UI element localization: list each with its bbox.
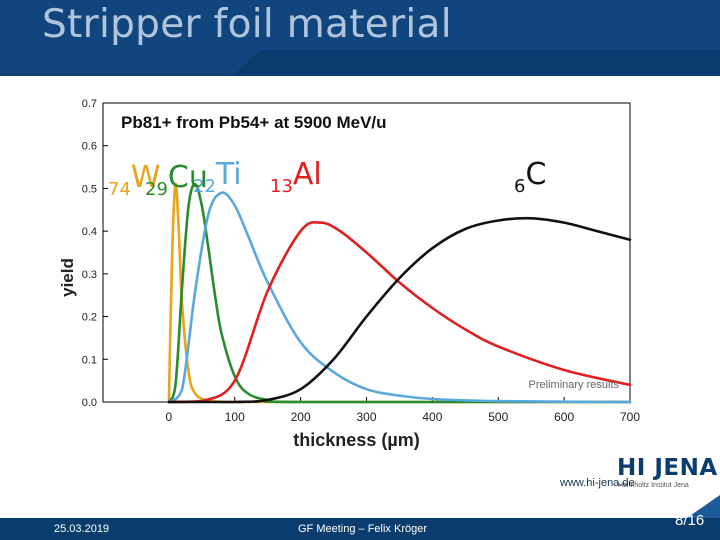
x-tick-label: 300 bbox=[356, 410, 376, 424]
element-z: 22 bbox=[193, 176, 216, 197]
y-tick-label: 0.7 bbox=[82, 98, 97, 110]
x-tick-label: 0 bbox=[166, 410, 173, 424]
element-label-ti: 22Ti bbox=[193, 157, 242, 197]
y-tick-label: 0.1 bbox=[82, 354, 97, 366]
header-accent bbox=[0, 0, 720, 76]
y-tick-label: 0.4 bbox=[82, 226, 97, 238]
element-label-al: 13Al bbox=[270, 157, 322, 197]
y-axis-label: yield bbox=[58, 258, 77, 297]
x-tick-label: 400 bbox=[422, 410, 442, 424]
element-symbol: W bbox=[130, 160, 161, 195]
series-line-22ti bbox=[167, 191, 632, 404]
website-url: www.hi-jena.de bbox=[560, 477, 635, 489]
x-tick-label: 500 bbox=[488, 410, 508, 424]
hi-jena-logo: HI JENA bbox=[617, 455, 718, 481]
x-tick-label: 600 bbox=[554, 410, 574, 424]
x-axis-label: thickness (µm) bbox=[293, 430, 419, 450]
x-tick-label: 700 bbox=[620, 410, 640, 424]
y-tick-label: 0.5 bbox=[82, 183, 97, 195]
hi-jena-logo-subtitle: Helmholtz Institut Jena bbox=[618, 482, 689, 489]
element-z: 13 bbox=[270, 176, 293, 197]
y-tick-label: 0.2 bbox=[82, 312, 97, 324]
slide-footer bbox=[0, 518, 720, 540]
element-symbol: Al bbox=[292, 157, 322, 192]
element-z: 6 bbox=[514, 176, 526, 197]
element-z: 74 bbox=[108, 179, 131, 200]
y-tick-label: 0.0 bbox=[82, 397, 97, 409]
annotation-preliminary: Preliminary results bbox=[529, 379, 620, 391]
page-number: 8/16 bbox=[675, 512, 705, 529]
slide-title: Stripper foil material bbox=[42, 2, 452, 47]
y-tick-label: 0.3 bbox=[82, 269, 97, 281]
chart-title: Pb81+ from Pb54+ at 5900 MeV/u bbox=[121, 113, 387, 132]
element-label-c: 6C bbox=[514, 157, 547, 197]
element-z: 29 bbox=[145, 179, 168, 200]
element-label-cu: 29Cu bbox=[145, 160, 208, 200]
series-line-6c bbox=[167, 216, 632, 404]
footer-meeting: GF Meeting – Felix Kröger bbox=[298, 523, 427, 535]
x-tick-label: 200 bbox=[291, 410, 311, 424]
footer-date: 25.03.2019 bbox=[54, 523, 110, 535]
element-symbol: Cu bbox=[167, 160, 208, 195]
element-symbol: Ti bbox=[215, 157, 242, 192]
slide-header bbox=[0, 0, 720, 76]
element-symbol: C bbox=[525, 157, 547, 192]
series-line-13al bbox=[167, 221, 632, 404]
x-tick-label: 100 bbox=[225, 410, 245, 424]
element-label-w: 74W bbox=[108, 160, 161, 200]
series-line-29cu bbox=[167, 182, 632, 404]
y-tick-label: 0.6 bbox=[82, 141, 97, 153]
